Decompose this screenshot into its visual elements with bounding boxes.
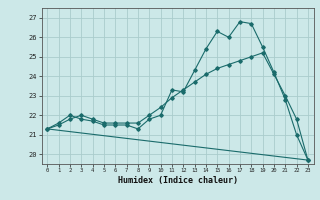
X-axis label: Humidex (Indice chaleur): Humidex (Indice chaleur): [118, 176, 237, 185]
